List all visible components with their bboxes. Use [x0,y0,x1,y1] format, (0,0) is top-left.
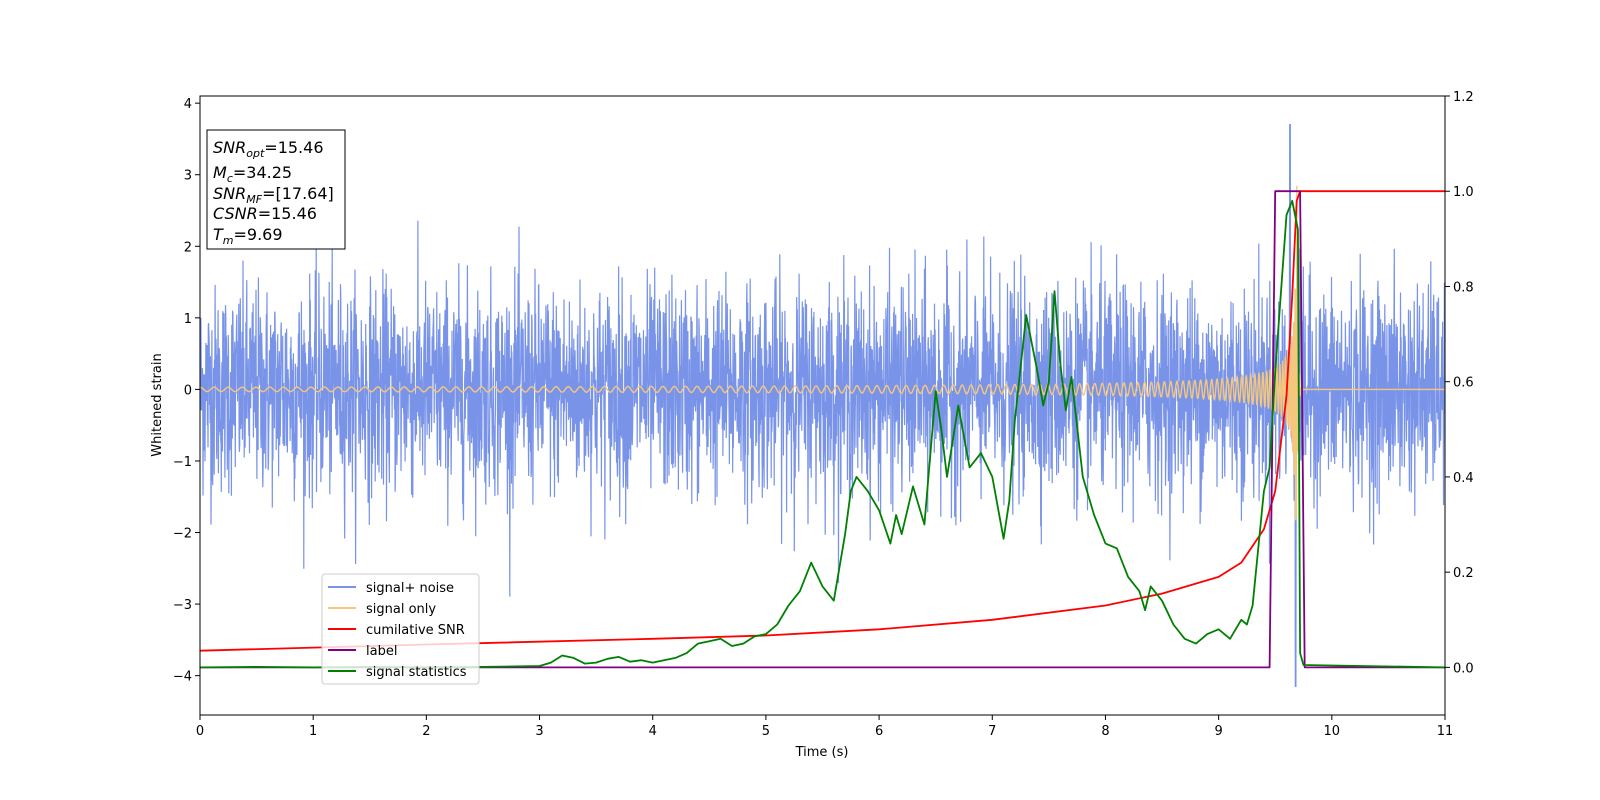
y-tick-label: −3 [173,598,192,613]
info-line: CSNR=15.46 [213,204,317,223]
y-tick-label: 4 [184,97,192,112]
info-subscript: m [223,234,234,247]
y2-tick-label: 0.6 [1453,376,1474,391]
legend-label: cumilative SNR [366,623,465,638]
y2-tick-label: 0.2 [1453,566,1474,581]
series-cumilative-snr [200,190,1445,652]
y2-tick-label: 1.0 [1453,185,1474,200]
legend-label: label [366,644,397,659]
y2-tick-label: 0.8 [1453,280,1474,295]
legend-label: signal only [366,602,436,617]
y-tick-label: −4 [173,670,192,685]
x-axis-label: Time (s) [795,745,849,760]
y-axis-right: 0.0 0.2 0.4 0.6 0.8 1.0 1.2 [1445,90,1474,676]
y-tick-label: 3 [184,169,192,184]
info-box-frame [206,129,346,250]
info-value: =9.69 [234,225,283,244]
info-subscript: opt [246,147,265,160]
info-value: =[17.64] [262,184,334,203]
y-axis-left: −4 −3 −2 −1 0 1 2 3 4 [173,97,200,685]
y-tick-label: 1 [184,312,192,327]
y-tick-label: 2 [184,240,192,255]
y2-tick-label: 0.4 [1453,471,1474,486]
info-symbol: CSNR [213,204,258,223]
legend: signal+ noise signal only cumilative SNR la… [321,573,480,685]
info-symbol: SNR [213,138,246,157]
x-tick-label: 1 [309,724,317,739]
y2-tick-label: 0.0 [1453,661,1474,676]
info-line: SNRopt=15.46 [213,138,324,160]
legend-label: signal+ noise [366,581,454,596]
plot-frame [199,95,1446,716]
legend-label: signal statistics [366,665,467,680]
info-line: Tm=9.69 [213,225,283,247]
info-subscript: c [227,172,233,185]
info-value: =34.25 [233,163,292,182]
y-tick-label: −2 [173,527,192,542]
series-signal-statistics [200,199,1445,669]
x-tick-label: 9 [1214,724,1222,739]
info-value: =15.46 [258,204,317,223]
series-signal-only [200,185,1445,521]
series-signal-noise [200,124,1445,687]
x-tick-label: 4 [649,724,657,739]
y-axis-label: Whitened strain [150,353,165,456]
info-box: SNRopt=15.46Mc=34.25SNRMF=[17.64]CSNR=15… [206,129,346,250]
x-tick-label: 8 [1101,724,1109,739]
x-tick-label: 3 [535,724,543,739]
info-symbol: SNR [213,184,246,203]
legend-frame [321,573,480,685]
x-tick-label: 2 [422,724,430,739]
x-tick-label: 6 [875,724,883,739]
info-line: SNRMF=[17.64] [213,184,334,206]
x-axis: 0 1 2 3 4 5 6 7 8 9 10 11 [196,715,1453,739]
x-tick-label: 5 [762,724,770,739]
info-symbol: T [213,225,224,244]
info-symbol: M [213,163,227,182]
x-tick-label: 7 [988,724,996,739]
series-layer [200,124,1445,687]
x-tick-label: 11 [1437,724,1454,739]
info-line: Mc=34.25 [213,163,292,185]
y-tick-label: −1 [173,455,192,470]
y2-tick-label: 1.2 [1453,90,1474,105]
x-tick-label: 10 [1324,724,1341,739]
x-tick-label: 0 [196,724,204,739]
series-label [200,190,1445,669]
info-subscript: MF [246,193,262,206]
y-tick-label: 0 [184,383,192,398]
info-value: =15.46 [264,138,323,157]
